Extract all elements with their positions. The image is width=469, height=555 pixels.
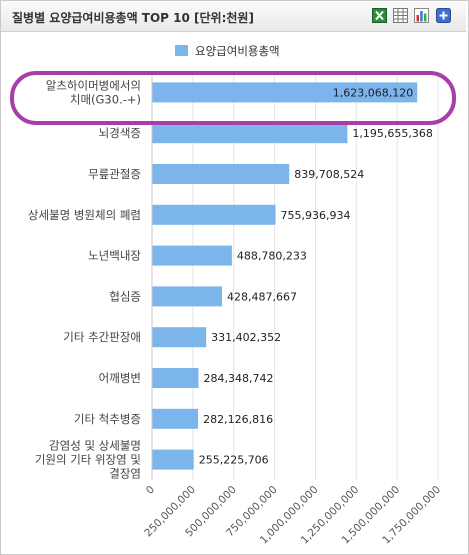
bar[interactable] — [152, 245, 232, 266]
plus-icon[interactable] — [436, 8, 451, 23]
bar[interactable] — [152, 164, 290, 184]
bar-value-label: 255,225,706 — [199, 454, 269, 467]
bar-value-label: 331,402,352 — [211, 331, 281, 344]
category-label: 노년백내장 — [88, 249, 141, 263]
bar[interactable] — [152, 286, 223, 307]
legend-swatch — [175, 45, 188, 56]
grid-icon[interactable] — [393, 8, 408, 23]
chart-title: 질병별 요양급여비용총액 TOP 10 [단위:천원] — [12, 11, 254, 25]
bar[interactable] — [152, 368, 199, 388]
category-label: 어깨병변 — [99, 371, 141, 385]
bar-value-label: 1,623,068,120 — [333, 86, 413, 99]
bar-value-label: 282,126,816 — [203, 413, 273, 426]
bar[interactable] — [152, 327, 207, 348]
category-label: 결장염 — [109, 467, 141, 481]
category-label: 뇌경색증 — [99, 126, 141, 140]
highlight-outline — [10, 71, 456, 125]
category-label: 알츠하이머병에서의 — [46, 78, 141, 92]
bar-value-label: 488,780,233 — [237, 250, 307, 263]
bar[interactable] — [152, 204, 276, 225]
bar-value-label: 839,708,524 — [294, 168, 364, 181]
category-label: 상세불명 병원체의 폐렴 — [28, 208, 141, 222]
bar[interactable] — [152, 449, 194, 470]
bar[interactable] — [152, 408, 199, 429]
excel-icon[interactable] — [372, 8, 387, 23]
chart-header: 질병별 요양급여비용총액 TOP 10 [단위:천원] — [1, 1, 466, 32]
x-tick-label: 0 — [144, 484, 157, 497]
bar[interactable] — [152, 123, 348, 144]
category-label: 치매(G30.-+) — [70, 92, 141, 106]
category-label: 기타 추간판장애 — [63, 330, 141, 344]
bar-value-label: 1,195,655,368 — [352, 127, 432, 140]
bar-value-label: 755,936,934 — [281, 209, 351, 222]
category-label: 기타 척추병증 — [74, 412, 141, 426]
chart-icon[interactable] — [414, 8, 429, 23]
category-label: 감염성 및 상세불명 — [49, 439, 141, 453]
bar-value-label: 284,348,742 — [203, 372, 273, 385]
bar-value-label: 428,487,667 — [227, 290, 297, 303]
category-label: 무릎관절증 — [88, 167, 141, 181]
legend-label: 요양급여비용총액 — [195, 44, 280, 58]
category-label: 협심증 — [109, 289, 141, 303]
bar[interactable] — [152, 82, 418, 103]
category-label: 기원의 기타 위장염 및 — [35, 453, 141, 467]
